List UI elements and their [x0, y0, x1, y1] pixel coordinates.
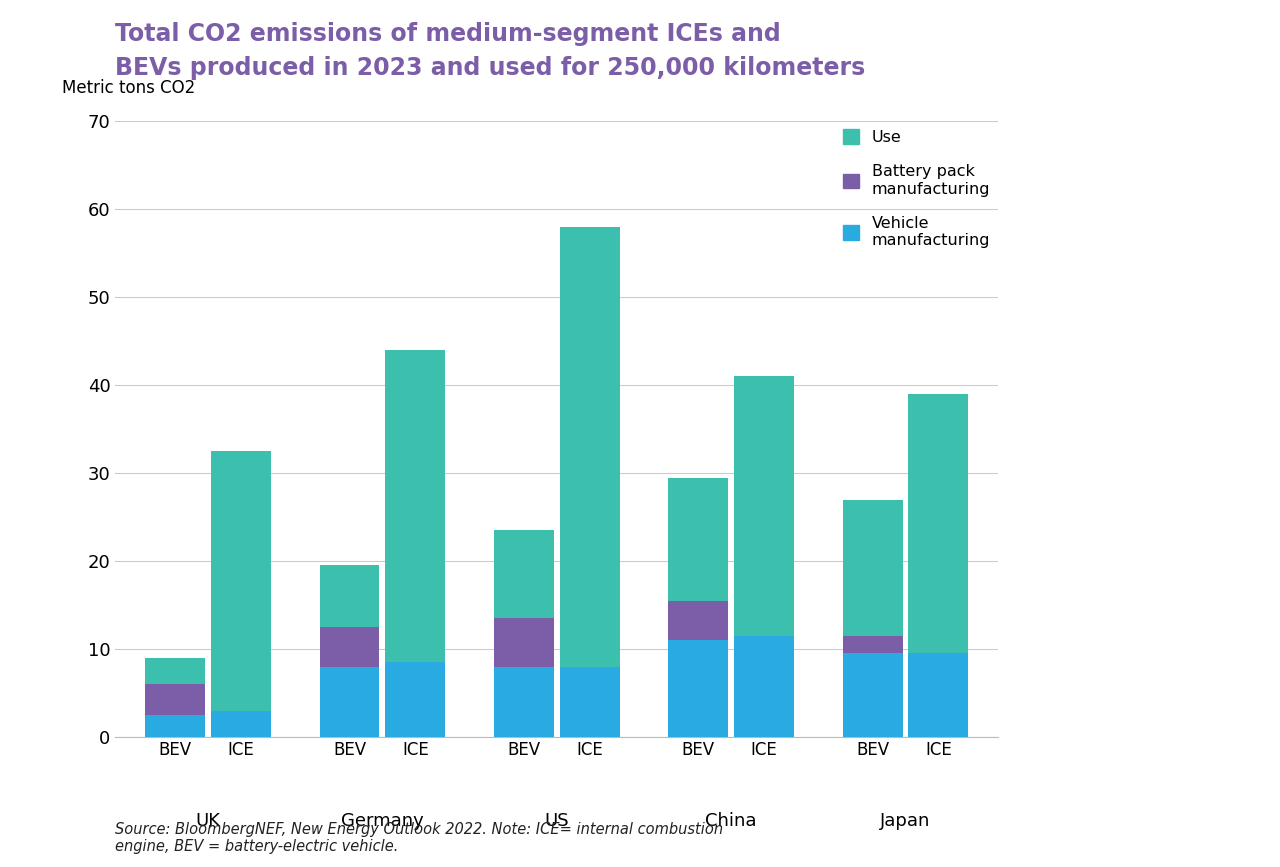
Legend: Use, Battery pack
manufacturing, Vehicle
manufacturing: Use, Battery pack manufacturing, Vehicle… — [844, 129, 991, 248]
Bar — [909, 394, 969, 654]
Bar — [320, 565, 379, 627]
Bar — [668, 601, 728, 640]
Bar — [668, 478, 728, 601]
Bar — [211, 451, 271, 711]
Bar — [145, 658, 205, 684]
Text: China: China — [705, 812, 756, 830]
Bar — [385, 662, 445, 737]
Bar — [559, 227, 620, 667]
Bar — [842, 499, 902, 636]
Bar — [668, 640, 728, 737]
Bar — [494, 531, 554, 618]
Text: BEVs produced in 2023 and used for 250,000 kilometers: BEVs produced in 2023 and used for 250,0… — [115, 56, 865, 81]
Text: Source: BloombergNEF, New Energy Outlook 2022. Note: ICE= internal combustion
en: Source: BloombergNEF, New Energy Outlook… — [115, 822, 723, 854]
Bar — [735, 376, 794, 636]
Bar — [494, 667, 554, 737]
Bar — [320, 627, 379, 667]
Bar — [842, 636, 902, 654]
Text: US: US — [544, 812, 570, 830]
Bar — [145, 684, 205, 715]
Text: Japan: Japan — [881, 812, 931, 830]
Text: Germany: Germany — [340, 812, 424, 830]
Text: Metric tons CO2: Metric tons CO2 — [63, 79, 196, 97]
Bar — [145, 715, 205, 737]
Bar — [385, 350, 445, 662]
Bar — [559, 667, 620, 737]
Text: UK: UK — [196, 812, 220, 830]
Bar — [320, 667, 379, 737]
Bar — [494, 618, 554, 667]
Bar — [909, 654, 969, 737]
Text: Total CO2 emissions of medium-segment ICEs and: Total CO2 emissions of medium-segment IC… — [115, 22, 781, 46]
Bar — [842, 654, 902, 737]
Bar — [211, 711, 271, 737]
Bar — [735, 636, 794, 737]
